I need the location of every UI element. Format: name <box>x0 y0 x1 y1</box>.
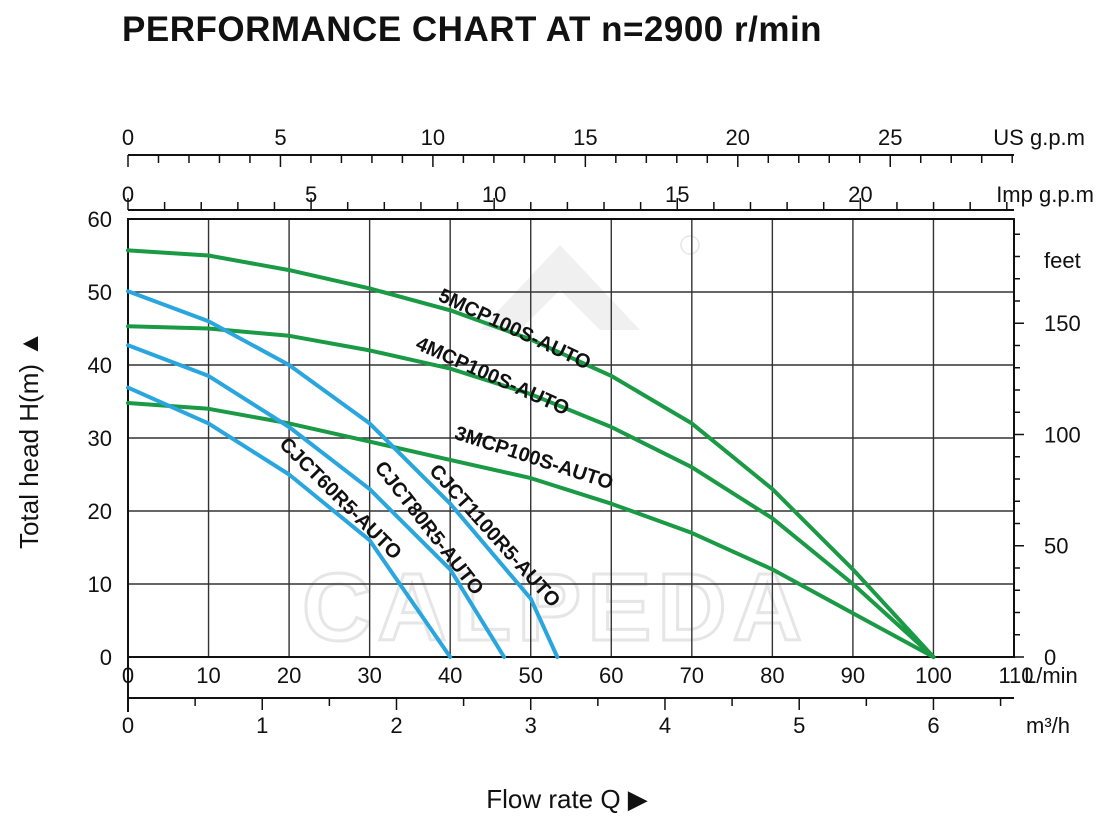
curve-cjct1100r5-auto <box>126 289 560 659</box>
x-tick-label: 40 <box>438 663 462 688</box>
x-tick-label: 20 <box>277 663 301 688</box>
y-tick-label: 40 <box>88 353 112 378</box>
imp-gpm-label: 5 <box>305 182 317 207</box>
registered-mark <box>680 235 700 255</box>
x-tick-label: 100 <box>915 663 952 688</box>
watermark-text: CALPEDA <box>302 554 808 661</box>
us-gpm-label: 25 <box>878 125 902 150</box>
m3h-label: 2 <box>390 713 402 738</box>
m3h-unit: m³/h <box>1026 713 1070 738</box>
y-tick-label: 60 <box>88 207 112 232</box>
m3h-label: 6 <box>927 713 939 738</box>
y-tick-label: 50 <box>88 280 112 305</box>
pump-curves <box>126 248 936 659</box>
m3h-label: 1 <box>256 713 268 738</box>
x-tick-label: 60 <box>599 663 623 688</box>
plot-frame <box>127 218 1015 658</box>
y-tick-label: 30 <box>88 426 112 451</box>
x-tick-label: 50 <box>518 663 542 688</box>
us-gpm-label: 0 <box>122 125 134 150</box>
watermark-shape <box>480 245 640 330</box>
feet-tick-label: 150 <box>1044 311 1081 336</box>
y-tick-label: 0 <box>100 645 112 670</box>
chart-title: PERFORMANCE CHART AT n=2900 r/min <box>122 10 823 49</box>
imp-gpm-unit: Imp g.p.m <box>996 182 1094 207</box>
us-gpm-label: 10 <box>421 125 445 150</box>
us-gpm-label: 20 <box>726 125 750 150</box>
us-gpm-label: 5 <box>274 125 286 150</box>
feet-tick-label: 50 <box>1044 534 1068 559</box>
feet-unit-label: feet <box>1044 248 1081 273</box>
x-tick-label: 10 <box>196 663 220 688</box>
us-gpm-label: 15 <box>573 125 597 150</box>
curve-label: CJCT60R5-AUTO <box>275 433 406 564</box>
curve-5mcp100s-auto <box>126 248 936 659</box>
y-axis-title: Total head H(m) ▲ <box>14 331 44 549</box>
m3h-label: 3 <box>525 713 537 738</box>
x-tick-label: 110 <box>998 663 1033 688</box>
feet-tick-label: 100 <box>1044 422 1081 447</box>
x-axis-title: Flow rate Q ▶ <box>486 784 648 814</box>
curve-3mcp100s-auto <box>126 401 936 659</box>
us-gpm-unit: US g.p.m <box>993 125 1085 150</box>
x-tick-label: 0 <box>122 663 134 688</box>
curve-4mcp100s-auto <box>126 324 936 659</box>
m3h-label: 4 <box>659 713 671 738</box>
imp-gpm-label: 10 <box>482 182 506 207</box>
x-tick-label: 30 <box>357 663 381 688</box>
feet-tick-label: 0 <box>1044 645 1056 670</box>
imp-gpm-label: 0 <box>122 182 134 207</box>
x-unit-label: L/min <box>1024 663 1078 688</box>
curve-cjct80r5-auto <box>126 343 507 659</box>
m3h-label: 0 <box>122 713 134 738</box>
y-tick-label: 20 <box>88 499 112 524</box>
curve-label: 3MCP100S-AUTO <box>452 422 616 494</box>
imp-gpm-label: 20 <box>848 182 872 207</box>
curve-cjct60r5-auto <box>126 385 453 659</box>
x-tick-label: 90 <box>841 663 865 688</box>
watermark-logo: CALPEDA <box>300 235 808 663</box>
grid-lines <box>127 218 1015 658</box>
imp-gpm-label: 15 <box>665 182 689 207</box>
x-tick-label: 80 <box>760 663 784 688</box>
m3h-label: 5 <box>793 713 805 738</box>
x-tick-label: 70 <box>680 663 704 688</box>
y-tick-label: 10 <box>88 572 112 597</box>
